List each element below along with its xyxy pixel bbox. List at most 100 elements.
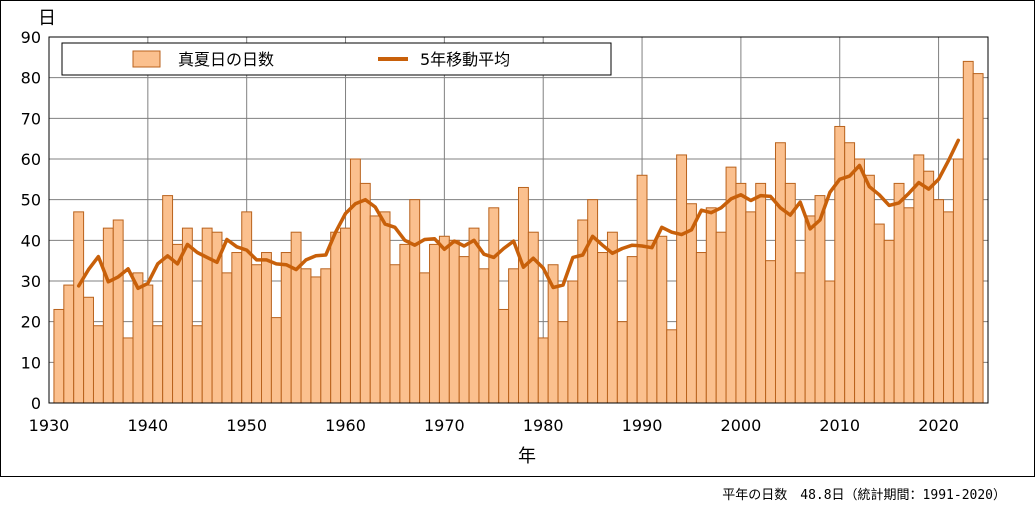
y-tick-label: 90 [21, 28, 41, 47]
bar-1997 [705, 207, 717, 404]
y-tick-label: 50 [21, 191, 41, 210]
y-tick-labels: 0 10 20 30 40 50 60 70 80 90 [21, 28, 41, 413]
bar-1948 [221, 272, 233, 404]
bar-2021 [943, 211, 954, 404]
bar-1965 [389, 264, 401, 404]
bar-1971 [448, 239, 460, 404]
bar-2006 [794, 272, 806, 404]
y-tick-label: 0 [31, 394, 41, 413]
bar-2000 [735, 182, 747, 404]
bar-1967 [409, 199, 421, 404]
y-tick-label: 40 [21, 231, 41, 250]
y-tick-label: 70 [21, 109, 41, 128]
bar-2022 [952, 158, 964, 404]
bar-1980 [537, 337, 549, 404]
moving-average-line [76, 138, 961, 291]
bar-1986 [597, 252, 608, 404]
bar-2013 [863, 174, 875, 404]
legend-bar-label: 真夏日の日数 [178, 50, 274, 69]
plot-border [48, 36, 989, 404]
bar-2015 [883, 239, 895, 404]
bar-1985 [587, 199, 599, 404]
bar-1935 [92, 325, 104, 404]
bar-1993 [666, 329, 678, 404]
bar-1932 [63, 284, 75, 404]
bar-1992 [656, 235, 668, 404]
bar-2024 [972, 73, 984, 404]
bar-1991 [646, 239, 658, 404]
bar-2001 [745, 211, 757, 404]
bar-1939 [132, 272, 144, 404]
bar-1978 [518, 186, 529, 404]
x-tick-label: 1980 [523, 416, 564, 435]
bar-2010 [834, 125, 846, 404]
bar-2002 [755, 182, 767, 404]
bar-2009 [824, 280, 836, 404]
bar-1956 [300, 268, 312, 404]
y-tick-label: 60 [21, 150, 41, 169]
bar-1945 [191, 325, 203, 404]
legend-line-label: 5年移動平均 [420, 50, 510, 69]
bar-1949 [231, 252, 243, 404]
bar-1951 [251, 264, 263, 404]
bar-1970 [438, 235, 450, 404]
bar-1988 [616, 321, 628, 404]
bar-2023 [962, 60, 974, 404]
bar-1972 [458, 256, 470, 404]
y-tick-label: 80 [21, 69, 41, 88]
bar-1968 [419, 272, 431, 404]
bar-2008 [814, 195, 826, 404]
bar-1987 [606, 231, 618, 404]
bar-1942 [162, 195, 174, 404]
bar-2020 [933, 199, 945, 404]
normal-value-footnote: 平年の日数 48.8日（統計期間：1991-2020） [722, 488, 1006, 503]
bar-1938 [122, 337, 134, 404]
bar-1994 [676, 154, 688, 404]
bar-1934 [83, 296, 94, 404]
bar-1952 [261, 252, 272, 404]
bar-1940 [142, 284, 154, 404]
bar-1931 [53, 308, 65, 404]
bar-1937 [112, 219, 124, 404]
x-tick-label: 2000 [721, 416, 762, 435]
bar-2004 [774, 142, 786, 404]
bar-1964 [379, 211, 391, 404]
bar-series [53, 60, 984, 404]
y-axis-label: 日 [38, 8, 56, 29]
bar-1998 [715, 231, 727, 404]
bar-1943 [172, 243, 183, 404]
bar-1961 [349, 158, 361, 404]
x-tick-label: 1940 [127, 416, 168, 435]
bar-1963 [369, 215, 381, 404]
x-axis-label: 年 [518, 446, 536, 467]
bar-1933 [73, 211, 85, 404]
bar-2014 [873, 223, 885, 404]
bar-1958 [320, 268, 332, 404]
chart-svg: 0 10 20 30 40 50 60 70 80 90 1930 1940 1950 1960 1970… [0, 0, 1035, 477]
x-tick-label: 1950 [226, 416, 267, 435]
x-tick-label: 2010 [819, 416, 860, 435]
x-tick-labels: 1930 1940 1950 1960 1970 1980 1990 2000 2010 2020 [29, 416, 959, 435]
bar-1950 [241, 211, 253, 404]
bar-1995 [686, 203, 697, 404]
y-tick-label: 30 [21, 272, 41, 291]
bar-2011 [844, 142, 856, 404]
bar-2007 [804, 215, 816, 404]
legend-bar-swatch [132, 50, 161, 68]
moving-average-series [76, 138, 961, 291]
x-tick-label: 1930 [29, 416, 70, 435]
bar-2012 [854, 158, 865, 404]
bar-1974 [478, 268, 490, 404]
bar-1982 [557, 321, 569, 404]
bar-1959 [330, 231, 342, 404]
bar-1975 [488, 207, 500, 404]
bar-1962 [359, 182, 371, 404]
bar-2016 [893, 182, 905, 404]
y-tick-label: 10 [21, 353, 41, 372]
bar-1936 [102, 227, 114, 404]
chart-frame: 0 10 20 30 40 50 60 70 80 90 1930 1940 1950 1960 1970… [0, 0, 1035, 477]
bar-1977 [508, 268, 519, 404]
y-tick-label: 20 [21, 313, 41, 332]
bar-1955 [290, 231, 302, 404]
x-tick-label: 1960 [325, 416, 366, 435]
